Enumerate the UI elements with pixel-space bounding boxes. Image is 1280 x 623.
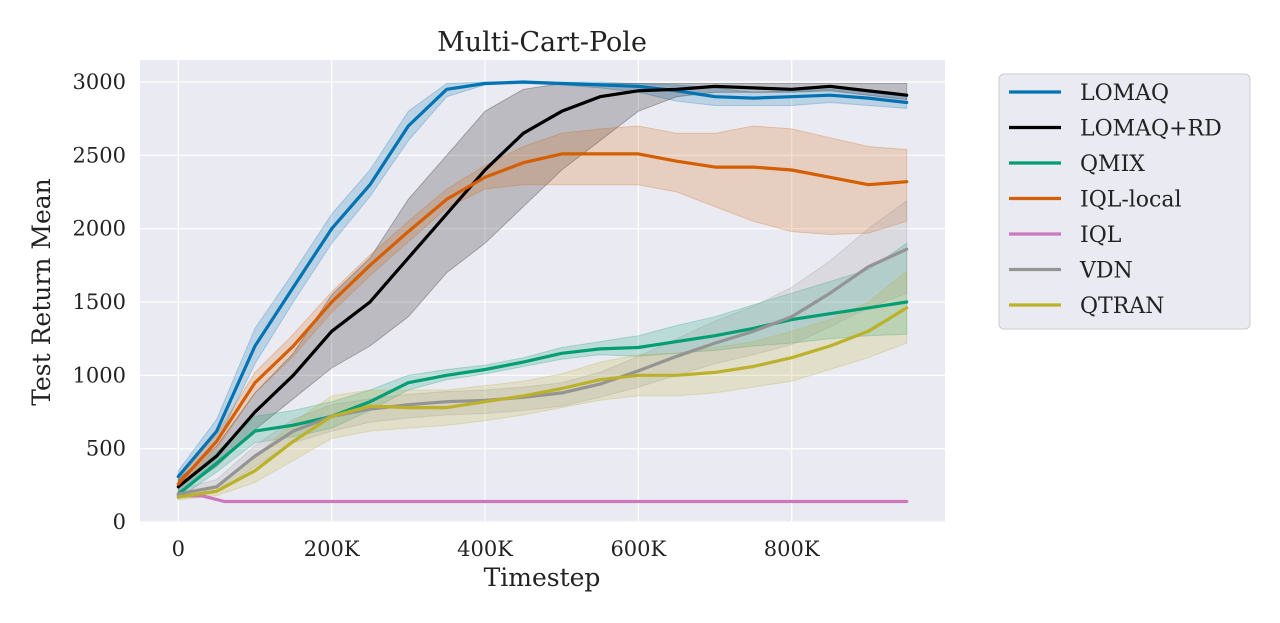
- y-tick-label: 0: [113, 510, 126, 534]
- legend-label-iql: IQL: [1080, 223, 1122, 248]
- legend: LOMAQ LOMAQ+RD QMIX IQL-local IQL VDN QTRAN: [998, 73, 1251, 330]
- series-line-iql: [176, 494, 909, 504]
- series-line-lomaq: [176, 80, 909, 479]
- legend-label-qtran: QTRAN: [1080, 294, 1164, 319]
- series-line-vdn: [176, 247, 909, 496]
- x-tick-label: 200K: [304, 537, 360, 561]
- y-tick-label: 2500: [73, 143, 126, 167]
- chart-title: Multi-Cart-Pole: [437, 27, 647, 58]
- y-axis-label: Test Return Mean: [27, 178, 56, 406]
- band-lomaq: [177, 81, 908, 483]
- y-tick-labels: 0 500 1000 1500 2000 2500 3000: [73, 70, 126, 534]
- series-line-qtran: [176, 306, 909, 499]
- y-tick-label: 500: [86, 437, 126, 461]
- x-tick-labels: 0 200K 400K 600K 800K: [172, 537, 820, 561]
- y-tick-label: 2000: [73, 217, 126, 241]
- band-qtran: [177, 270, 908, 501]
- band-vdn: [177, 199, 908, 500]
- x-axis-label: Timestep: [484, 563, 601, 592]
- confidence-bands: [177, 81, 908, 503]
- x-tick-label: 0: [172, 537, 185, 561]
- legend-box: [998, 73, 1251, 330]
- legend-label-iql-local: IQL-local: [1080, 188, 1182, 213]
- x-tick-label: 800K: [764, 537, 820, 561]
- series-lines: [176, 80, 909, 504]
- legend-label-lomaq-rd: LOMAQ+RD: [1080, 117, 1222, 142]
- legend-label-vdn: VDN: [1079, 259, 1133, 284]
- y-tick-label: 1000: [73, 363, 126, 387]
- legend-label-lomaq: LOMAQ: [1080, 81, 1169, 106]
- y-tick-label: 1500: [73, 290, 126, 314]
- series-line-qmix: [176, 300, 909, 496]
- band-qmix: [177, 242, 908, 500]
- x-tick-label: 400K: [457, 537, 513, 561]
- series-line-iql-local: [176, 152, 909, 486]
- series-line-lomaq-rd: [176, 84, 909, 489]
- y-tick-label: 3000: [73, 70, 126, 94]
- band-iql-local: [177, 125, 908, 490]
- band-lomaq-rd: [177, 83, 908, 494]
- x-tick-label: 600K: [610, 537, 666, 561]
- legend-label-qmix: QMIX: [1080, 152, 1145, 177]
- grid: [140, 60, 945, 523]
